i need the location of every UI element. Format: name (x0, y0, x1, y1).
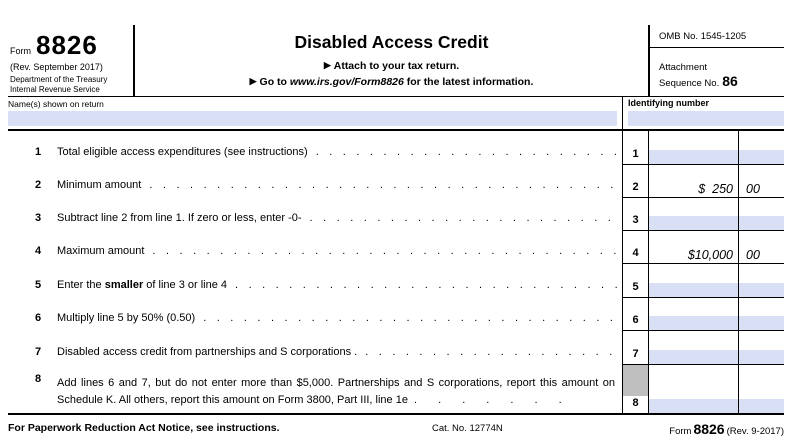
shaded-spacer-cell (623, 365, 648, 396)
dot-leader: ........................................… (365, 346, 620, 358)
line-8-text: Add lines 6 and 7, but do not enter more… (57, 377, 615, 406)
line-7-amount-field[interactable] (649, 350, 738, 364)
line-6-box-number: 6 (632, 314, 639, 326)
form-word-label: Form (10, 46, 31, 56)
line-2-text: Minimum amount (57, 179, 142, 191)
dot-leader: ........................................… (309, 212, 620, 224)
form-line-1: 1 Total eligible access expenditures (se… (8, 131, 784, 165)
line-8-number: 8 (35, 373, 42, 385)
form-title-block: Disabled Access Credit ▶ Attach to your t… (135, 25, 648, 96)
line-4-printed-cents: 00 (746, 248, 760, 262)
attachment-label: Attachment (659, 62, 708, 73)
line-1-box-number: 1 (632, 148, 639, 160)
footer-revision: (Rev. 9-2017) (726, 426, 784, 437)
footer-form-id: Form 8826 (Rev. 9-2017) (669, 421, 784, 437)
footer-form-word: Form (669, 426, 692, 437)
line-8-cents-field[interactable] (739, 399, 784, 413)
line-3-number: 3 (35, 212, 42, 224)
form-line-3: 3 Subtract line 2 from line 1. If zero o… (8, 198, 784, 231)
line-7-number: 7 (35, 346, 42, 358)
footer-form-number: 8826 (693, 421, 725, 437)
irs-url: www.irs.gov/Form8826 (289, 76, 404, 88)
line-3-box-number: 3 (632, 214, 639, 226)
name-input-field[interactable] (8, 111, 617, 126)
agency-line-2: Internal Revenue Service (10, 85, 100, 94)
form-line-8: 8 Add lines 6 and 7, but do not enter mo… (8, 365, 784, 413)
form-identity-block: Form 8826 (Rev. September 2017) Departme… (8, 25, 135, 96)
line-1-number: 1 (35, 146, 42, 158)
goto-text-pre: Go to (259, 76, 290, 88)
line-6-cents-field[interactable] (739, 316, 784, 330)
form-lines-table: 1 Total eligible access expenditures (se… (8, 131, 784, 415)
line-6-number: 6 (35, 312, 42, 324)
identifying-number-field[interactable] (628, 111, 784, 126)
goto-instruction: ▶ Go to www.irs.gov/Form8826 for the late… (135, 76, 648, 88)
dot-leader: ........................................… (149, 179, 620, 191)
line-5-amount-field[interactable] (649, 283, 738, 297)
omb-block: OMB No. 1545-1205 Attachment Sequence No… (648, 25, 784, 96)
form-line-5: 5 Enter the smaller of line 3 or line 4 … (8, 264, 784, 298)
form-line-7: 7 Disabled access credit from partnershi… (8, 331, 784, 365)
line-2-number: 2 (35, 179, 42, 191)
right-arrow-icon: ▶ (323, 60, 331, 70)
line-8-amount-field[interactable] (649, 399, 738, 413)
attach-instruction-text: Attach to your tax return. (333, 60, 460, 72)
line-3-cents-field[interactable] (739, 216, 784, 230)
catalog-number: Cat. No. 12774N (432, 423, 503, 434)
form-line-4: 4 Maximum amount .......................… (8, 231, 784, 264)
form-number: 8826 (36, 30, 98, 60)
name-identity-row: Name(s) shown on return Identifying numb… (8, 97, 784, 131)
name-label: Name(s) shown on return (8, 99, 104, 109)
form-footer: For Paperwork Reduction Act Notice, see … (8, 415, 784, 442)
dot-leader: ........................................… (235, 279, 620, 291)
line-5-cents-field[interactable] (739, 283, 784, 297)
identifying-number-label: Identifying number (628, 98, 709, 108)
line-1-text: Total eligible access expenditures (see … (57, 146, 308, 158)
dot-leader: . . . . . . . (413, 393, 571, 406)
line-2-printed-amount: $ 250 (698, 182, 733, 196)
dot-leader: ........................................… (203, 312, 620, 324)
line-7-text: Disabled access credit from partnerships… (57, 346, 358, 358)
sequence-number: 86 (722, 72, 738, 89)
form-line-2: 2 Minimum amount .......................… (8, 165, 784, 198)
line-1-cents-field[interactable] (739, 150, 784, 164)
line-3-text: Subtract line 2 from line 1. If zero or … (57, 212, 302, 224)
dot-leader: ........................................… (315, 146, 620, 158)
line-6-amount-field[interactable] (649, 316, 738, 330)
attach-instruction: ▶ Attach to your tax return. (135, 60, 648, 72)
line-4-text: Maximum amount (57, 245, 145, 257)
sequence-label: Sequence No. (659, 77, 720, 89)
line-5-text: Enter the (57, 279, 105, 291)
goto-text-post: for the latest information. (403, 76, 534, 88)
agency-line-1: Department of the Treasury (10, 75, 108, 84)
line-5-box-number: 5 (632, 281, 639, 293)
line-5-number: 5 (35, 279, 42, 291)
line-2-box-number: 2 (632, 181, 639, 193)
paperwork-notice: For Paperwork Reduction Act Notice, see … (8, 422, 280, 434)
form-header: Form 8826 (Rev. September 2017) Departme… (8, 25, 784, 97)
line-4-number: 4 (35, 245, 42, 257)
line-7-box-number: 7 (632, 348, 639, 360)
form-revision: (Rev. September 2017) (10, 62, 103, 72)
line-4-printed-amount: $10,000 (687, 248, 733, 262)
line-8-box-number: 8 (632, 397, 639, 409)
line-1-amount-field[interactable] (649, 150, 738, 164)
line-4-box-number: 4 (632, 247, 639, 259)
line-6-text: Multiply line 5 by 50% (0.50) (57, 312, 196, 324)
right-arrow-icon: ▶ (249, 76, 257, 86)
line-3-amount-field[interactable] (649, 216, 738, 230)
dot-leader: ........................................… (152, 245, 620, 257)
form-title: Disabled Access Credit (294, 32, 489, 52)
omb-number: OMB No. 1545-1205 (650, 25, 784, 48)
form-line-6: 6 Multiply line 5 by 50% (0.50) ........… (8, 298, 784, 331)
line-7-cents-field[interactable] (739, 350, 784, 364)
line-2-printed-cents: 00 (746, 182, 760, 196)
